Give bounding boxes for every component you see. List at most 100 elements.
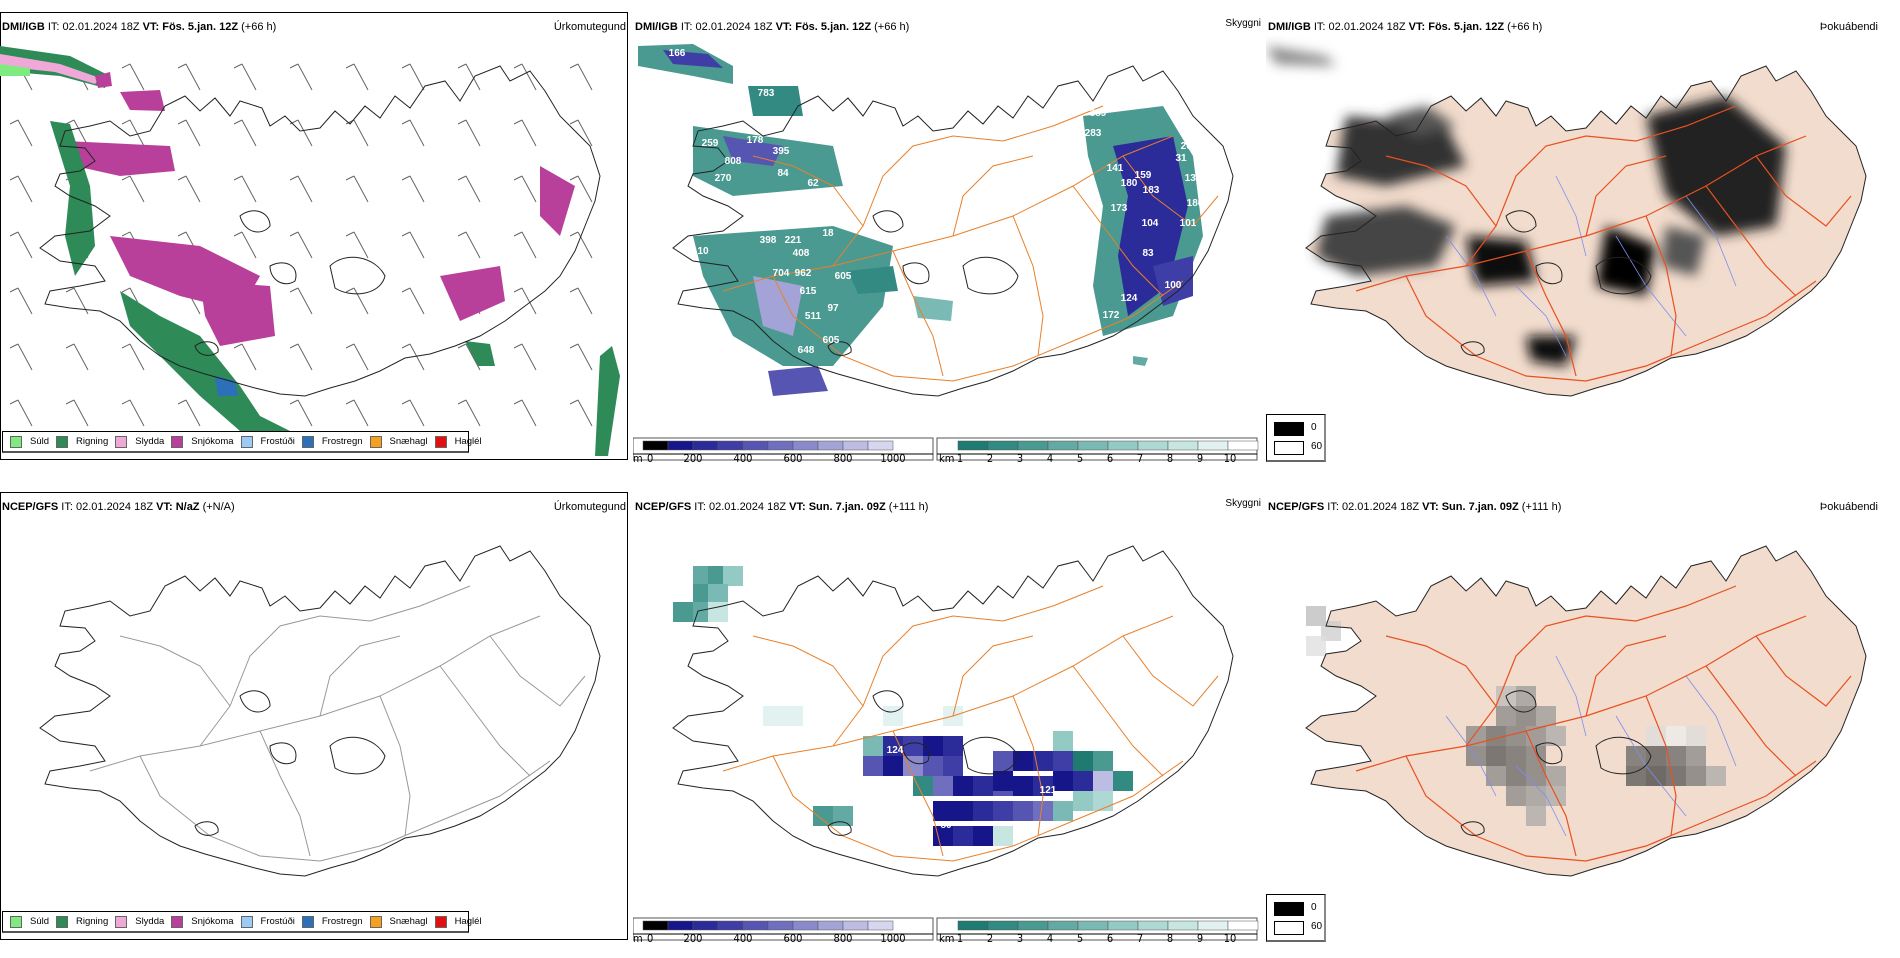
road: [1465, 585, 1737, 747]
visibility-value-label: 221: [785, 235, 802, 246]
fog-cell: [1686, 766, 1706, 786]
wind-barb: [401, 231, 425, 259]
vt-label: VT:: [156, 501, 173, 513]
glacier-outline: [962, 256, 1019, 295]
wind-barb: [457, 231, 481, 259]
road: [1405, 275, 1817, 382]
road-network: [1355, 585, 1852, 862]
fog-cell: [1666, 766, 1686, 786]
legend-label: Slydda: [135, 916, 165, 927]
fog-cell: [1686, 746, 1706, 766]
fog-cell: [1546, 766, 1566, 786]
fog-cell: [1486, 746, 1506, 766]
colorbar-segment: [742, 920, 769, 931]
fog-cell: [1506, 766, 1526, 786]
visibility-value-label: 166: [669, 48, 686, 59]
legend-label: 0: [1311, 902, 1317, 913]
legend-item: Súld: [10, 435, 50, 448]
legend-swatch: [1274, 902, 1304, 916]
legend-item: Frostregn: [301, 435, 363, 448]
visibility-value-label: 408: [793, 248, 810, 259]
vt-label: VT:: [1422, 501, 1439, 513]
wind-barbs: [9, 63, 593, 427]
fog-cell: [1536, 706, 1556, 726]
colorbar-tick-label: 800: [834, 452, 853, 465]
colorbar-tick-label: 2: [987, 452, 993, 465]
wind-barb: [401, 343, 425, 371]
wind-barb: [177, 175, 201, 203]
visibility-cell: [923, 756, 943, 776]
wind-barb: [513, 175, 537, 203]
colorbar-segment: [1167, 440, 1199, 451]
visibility-cell: [993, 801, 1013, 821]
visibility-value-label: 104: [1142, 218, 1159, 229]
fog-cell: [1646, 746, 1666, 766]
visibility-value-label: 141: [1107, 163, 1124, 174]
visibility-value-label: 100: [1165, 280, 1182, 291]
road: [1645, 695, 1677, 837]
legend-label: Frostúði: [260, 436, 295, 447]
visibility-value-label: 83: [1142, 248, 1154, 259]
legend-label: Haglél: [454, 436, 482, 447]
colorbar-segment: [1197, 440, 1229, 451]
fog-cell: [1706, 766, 1726, 786]
legend-item: Snjókoma: [171, 435, 234, 448]
road: [1012, 695, 1044, 837]
colorbar-tick-label: 400: [734, 932, 753, 945]
wind-barb: [121, 343, 145, 371]
iceland-outline: [39, 65, 601, 397]
visibility-value-label: 259: [702, 138, 719, 149]
legend-swatch: [1274, 441, 1304, 455]
visibility-cell: [763, 706, 783, 726]
fog-cell: [1686, 726, 1706, 746]
colorbar-tick-label: 4: [1047, 932, 1053, 945]
visibility-cell: [883, 756, 903, 776]
it-label: IT:: [1313, 21, 1326, 33]
land-area: [1306, 546, 1866, 876]
river: [1555, 655, 1587, 737]
wind-barb: [401, 63, 425, 91]
river: [1515, 765, 1567, 837]
legend-swatch: [10, 435, 22, 448]
wind-barb: [65, 399, 89, 427]
colorbar-segment: [1227, 920, 1259, 931]
visibility-areas: [638, 44, 1203, 396]
road: [1585, 635, 1667, 717]
legend-label: Súld: [30, 436, 50, 447]
wind-barb: [121, 399, 145, 427]
glacier-outline: [239, 210, 271, 233]
wind-barb: [513, 287, 537, 315]
colorbar-segment: [692, 440, 719, 451]
legend-item: Rigning: [56, 915, 108, 928]
legend-label: Frostregn: [321, 916, 363, 927]
road: [439, 665, 531, 777]
visibility-cell: [1093, 751, 1113, 771]
legend-label: Slydda: [135, 436, 165, 447]
colorbar-tick-label: 8: [1167, 452, 1173, 465]
visibility-value-label: 270: [715, 173, 732, 184]
wind-barb: [289, 343, 313, 371]
colorbar-unit-km: km: [939, 452, 954, 465]
colorbar-tick-label: 8: [1167, 932, 1173, 945]
colorbar-segment: [1017, 920, 1049, 931]
colorbar-segment: [1047, 440, 1079, 451]
wind-barb: [233, 119, 257, 147]
colorbar-segment: [842, 440, 869, 451]
road: [832, 585, 1104, 747]
vt-value: Sun. 7.jan. 09Z: [1441, 501, 1519, 513]
colorbar-tick-label: 800: [834, 932, 853, 945]
road: [119, 635, 231, 707]
product-name: Úrkomutegund: [553, 501, 626, 513]
visibility-value-label: 173: [1111, 203, 1128, 214]
visibility-value-label: 62: [807, 178, 819, 189]
legend-swatch: [171, 435, 184, 448]
road: [489, 635, 586, 707]
colorbar-segment: [987, 440, 1019, 451]
vt-label: VT:: [1408, 21, 1426, 33]
wind-barb: [233, 231, 257, 259]
colorbar-segment: [957, 440, 989, 451]
visibility-value-label: 389: [1090, 108, 1107, 119]
legend-item: Súld: [10, 915, 49, 928]
wind-barb: [457, 399, 481, 427]
iceland-outline: [672, 545, 1234, 877]
